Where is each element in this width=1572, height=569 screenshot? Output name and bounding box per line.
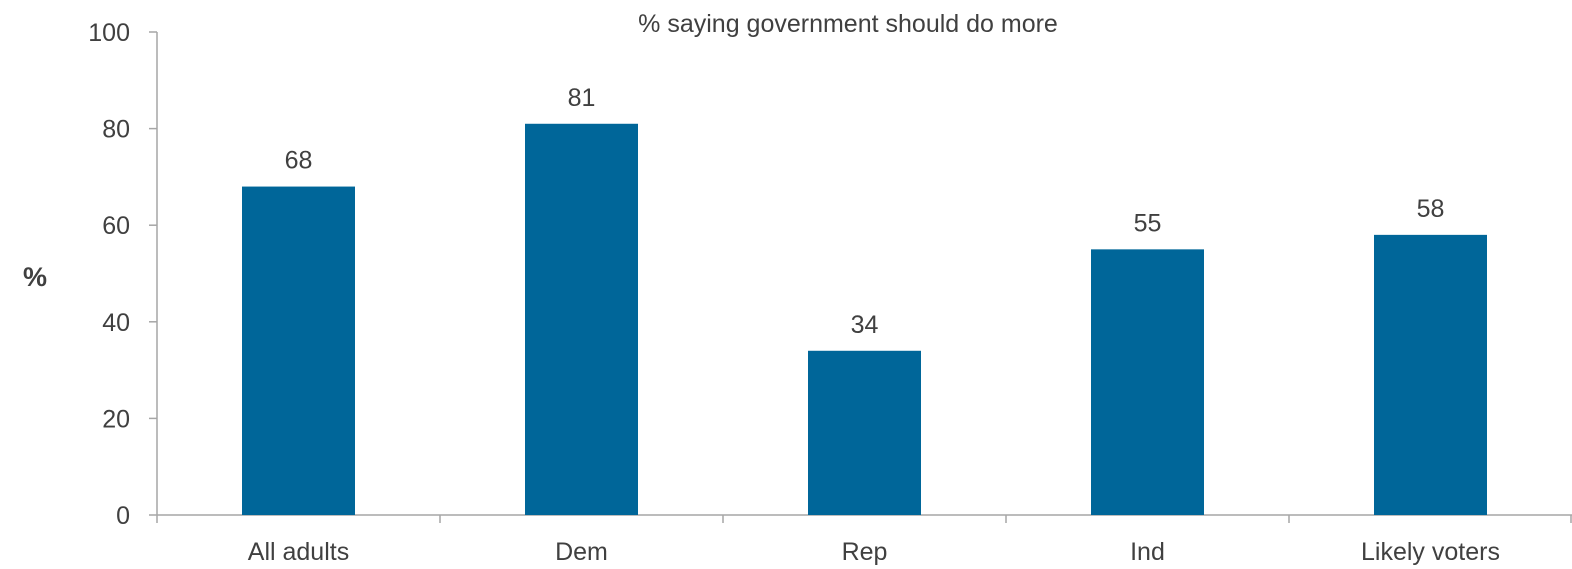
y-axis: 0 20 40 60 80 100 bbox=[88, 19, 158, 530]
y-tick-label: 20 bbox=[102, 405, 130, 433]
y-tick-label: 100 bbox=[88, 19, 130, 47]
y-tick-label: 80 bbox=[102, 116, 130, 144]
bar bbox=[242, 186, 355, 515]
data-label: 55 bbox=[1134, 209, 1162, 237]
data-labels: 68 81 34 55 58 bbox=[285, 84, 1445, 339]
bar bbox=[525, 123, 638, 516]
category-label: All adults bbox=[248, 538, 349, 566]
category-label: Dem bbox=[555, 538, 608, 566]
data-label: 68 bbox=[285, 147, 313, 175]
category-label: Ind bbox=[1130, 538, 1165, 566]
data-label: 34 bbox=[851, 311, 879, 339]
data-label: 81 bbox=[568, 84, 596, 112]
bar bbox=[1091, 249, 1204, 515]
y-tick-label: 0 bbox=[116, 502, 130, 530]
chart-title: % saying government should do more bbox=[638, 10, 1058, 38]
y-tick-label: 40 bbox=[102, 309, 130, 337]
y-tick-label: 60 bbox=[102, 212, 130, 240]
bar bbox=[1374, 234, 1487, 516]
x-axis bbox=[156, 514, 1572, 523]
y-axis-label: % bbox=[23, 262, 47, 292]
bar bbox=[808, 350, 921, 515]
category-label: Rep bbox=[842, 538, 888, 566]
category-label: Likely voters bbox=[1361, 538, 1500, 566]
data-label: 58 bbox=[1417, 195, 1445, 223]
bars bbox=[242, 123, 1487, 516]
category-labels: All adults Dem Rep Ind Likely voters bbox=[248, 538, 1500, 566]
